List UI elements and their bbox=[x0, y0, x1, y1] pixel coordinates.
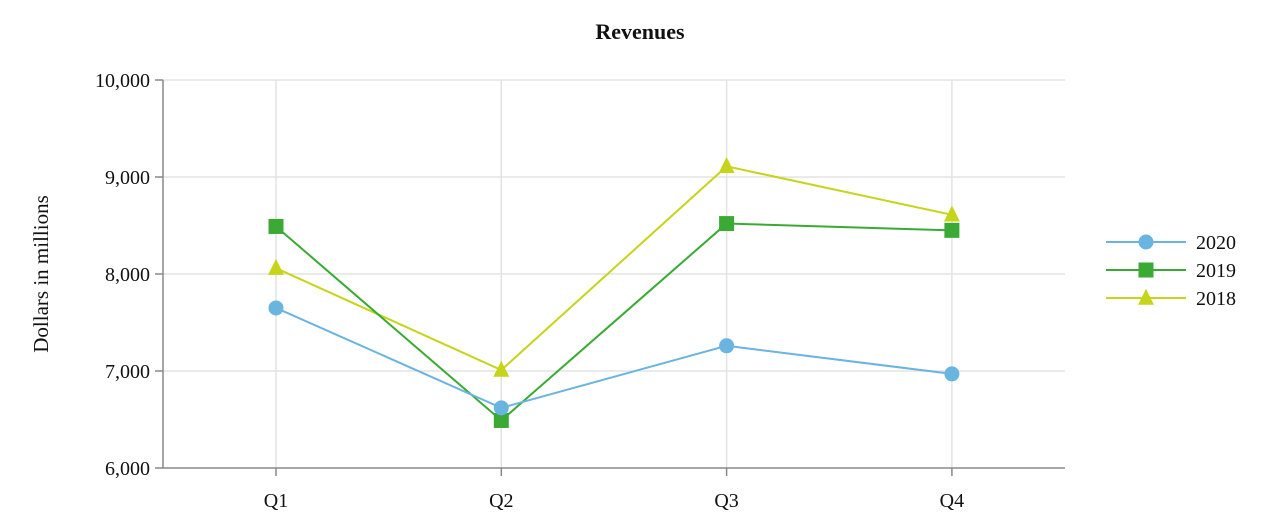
series-2018 bbox=[268, 157, 960, 377]
x-axis-tick-labels: Q1 Q2 Q3 Q4 bbox=[264, 490, 964, 512]
data-point-2020-Q1 bbox=[268, 300, 284, 316]
series-2019 bbox=[268, 216, 960, 428]
data-point-2019-Q3 bbox=[719, 216, 735, 232]
x-tick-label: Q4 bbox=[940, 490, 964, 512]
y-tick-label: 10,000 bbox=[95, 70, 150, 92]
y-tick-label: 8,000 bbox=[105, 264, 150, 286]
legend-label-2019: 2019 bbox=[1196, 260, 1236, 282]
data-point-2020-Q2 bbox=[493, 400, 509, 416]
series-line-2019 bbox=[275, 222, 952, 422]
data-point-2018-Q3 bbox=[718, 157, 735, 174]
y-tick-label: 9,000 bbox=[105, 167, 150, 189]
data-point-2020-Q4 bbox=[944, 366, 960, 382]
data-point-2018-Q2 bbox=[493, 360, 510, 377]
legend-marker-2020 bbox=[1138, 234, 1154, 250]
x-tick-label: Q1 bbox=[264, 490, 288, 512]
data-point-2019-Q2 bbox=[493, 412, 509, 428]
series-2020 bbox=[268, 300, 960, 416]
y-tick-label: 6,000 bbox=[105, 458, 150, 480]
data-point-2018-Q4 bbox=[943, 205, 960, 222]
legend-marker-2019 bbox=[1138, 262, 1154, 278]
legend-item-2019: 2019 bbox=[1106, 260, 1236, 282]
grid-lines bbox=[163, 79, 1065, 468]
data-point-2019-Q4 bbox=[944, 222, 960, 238]
x-tick-label: Q3 bbox=[714, 490, 738, 512]
data-point-2018-Q1 bbox=[268, 258, 284, 275]
legend: 2020 2019 2018 bbox=[1106, 232, 1236, 310]
legend-item-2020: 2020 bbox=[1106, 232, 1236, 254]
y-axis-title: Dollars in millions bbox=[29, 195, 53, 353]
axes bbox=[155, 79, 1065, 476]
y-axis-tick-labels: 6,000 7,000 8,000 9,000 10,000 bbox=[95, 70, 150, 480]
data-point-2020-Q3 bbox=[719, 338, 735, 354]
data-point-2019-Q1 bbox=[268, 218, 284, 234]
legend-label-2018: 2018 bbox=[1196, 288, 1236, 310]
legend-label-2020: 2020 bbox=[1196, 232, 1236, 254]
legend-marker-2018 bbox=[1138, 288, 1154, 305]
chart-title: Revenues bbox=[595, 19, 685, 44]
y-tick-label: 7,000 bbox=[105, 361, 150, 383]
series-line-2018 bbox=[275, 165, 953, 372]
series-line-2020 bbox=[275, 307, 953, 409]
legend-item-2018: 2018 bbox=[1106, 288, 1236, 310]
x-tick-label: Q2 bbox=[489, 490, 513, 512]
series-lines bbox=[268, 157, 960, 428]
